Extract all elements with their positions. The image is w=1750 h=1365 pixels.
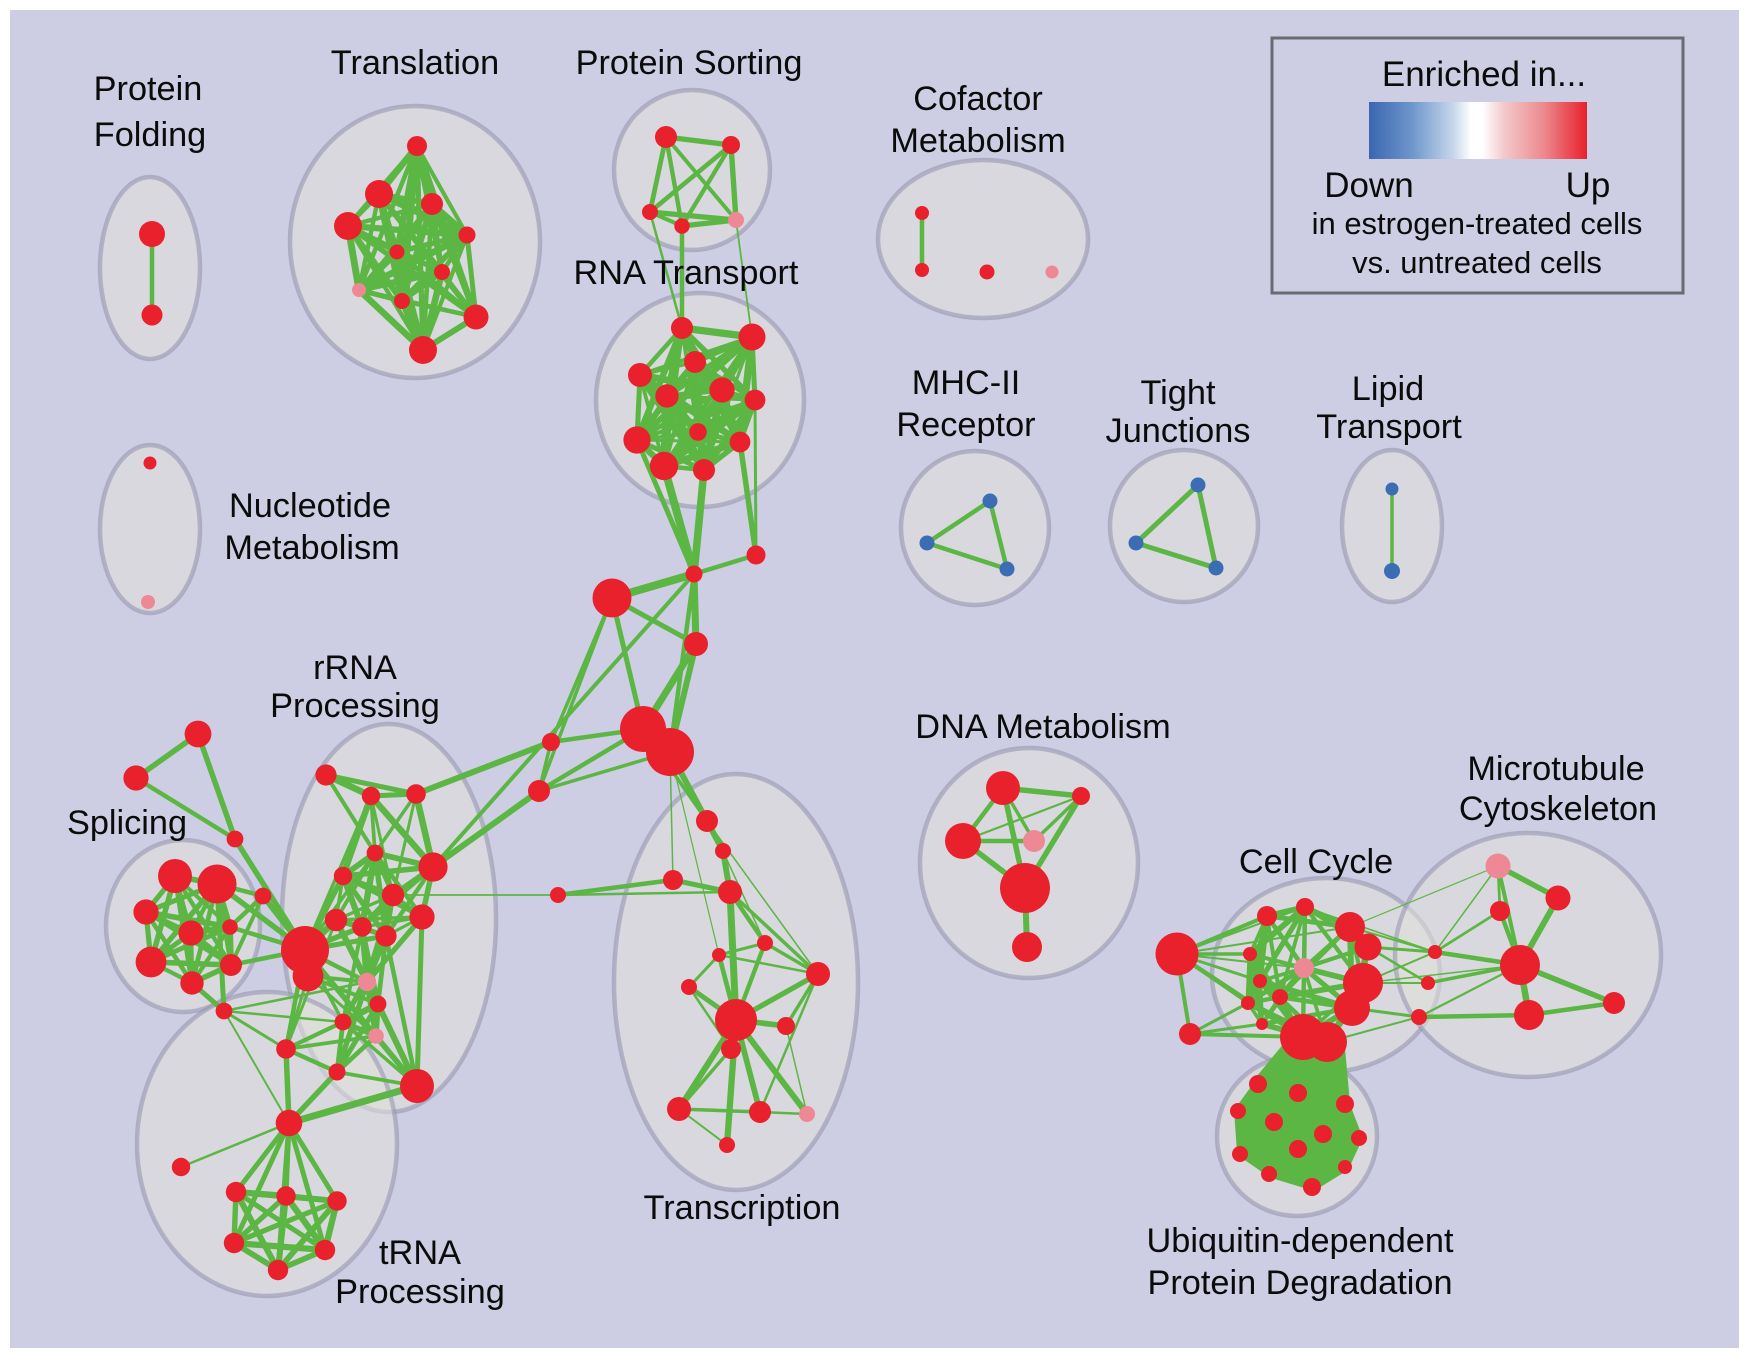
svg-text:Ubiquitin-dependent: Ubiquitin-dependent [1147,1222,1454,1260]
svg-text:MHC-II: MHC-II [912,364,1021,402]
svg-text:Nucleotide: Nucleotide [229,487,391,525]
svg-text:Protein: Protein [94,70,203,108]
svg-text:Translation: Translation [331,44,499,82]
svg-text:Enriched in...: Enriched in... [1382,55,1586,94]
svg-text:Transport: Transport [1316,408,1462,446]
svg-text:rRNA: rRNA [313,649,397,687]
svg-text:tRNA: tRNA [379,1234,461,1272]
svg-text:vs. untreated cells: vs. untreated cells [1352,245,1602,280]
svg-text:Protein Degradation: Protein Degradation [1147,1264,1452,1302]
svg-text:Processing: Processing [335,1273,505,1311]
svg-text:Cytoskeleton: Cytoskeleton [1459,790,1657,828]
svg-text:Processing: Processing [270,687,440,725]
svg-text:Cell Cycle: Cell Cycle [1239,843,1393,881]
svg-text:Up: Up [1566,166,1611,205]
svg-text:Junctions: Junctions [1106,412,1251,450]
svg-text:DNA Metabolism: DNA Metabolism [915,708,1170,746]
svg-text:Receptor: Receptor [896,406,1035,444]
svg-text:Down: Down [1324,166,1413,205]
svg-text:Transcription: Transcription [644,1189,841,1227]
svg-text:RNA Transport: RNA Transport [574,254,799,292]
svg-text:Metabolism: Metabolism [890,122,1065,160]
svg-text:Folding: Folding [94,116,207,154]
svg-text:Cofactor: Cofactor [913,80,1043,118]
svg-text:Splicing: Splicing [67,804,187,842]
svg-text:Lipid: Lipid [1352,370,1424,408]
svg-text:Microtubule: Microtubule [1467,750,1644,788]
svg-text:Metabolism: Metabolism [224,529,399,567]
svg-text:Tight: Tight [1141,374,1216,412]
svg-text:Protein Sorting: Protein Sorting [576,44,803,82]
svg-text:in estrogen-treated cells: in estrogen-treated cells [1312,206,1643,241]
